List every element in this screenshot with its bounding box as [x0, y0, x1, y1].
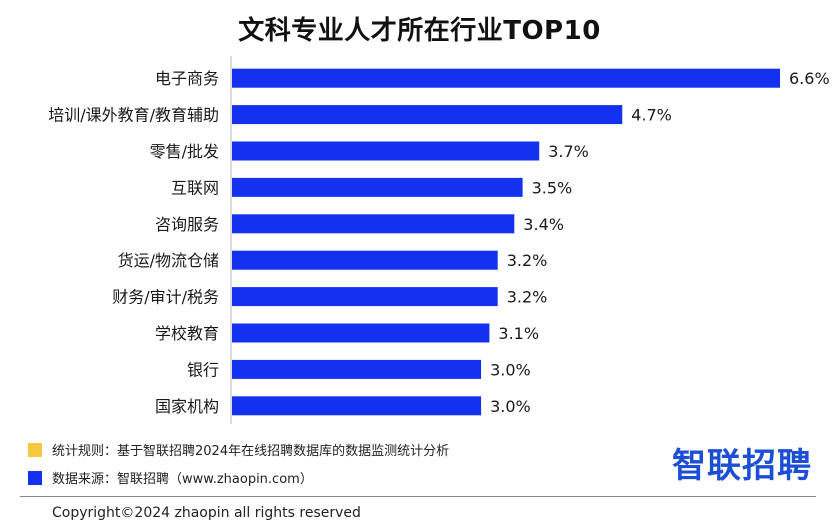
chart-title: 文科专业人才所在行业TOP10: [238, 16, 601, 46]
value-label: 3.2%: [507, 288, 548, 307]
zhaopin-logo: 智联招聘: [672, 446, 812, 486]
footer-divider: [20, 496, 816, 497]
value-label: 3.1%: [498, 324, 539, 343]
value-label: 6.6%: [789, 69, 830, 88]
category-label: 货运/物流仓储: [118, 251, 219, 270]
bar: [232, 177, 523, 197]
category-label: 零售/批发: [150, 142, 219, 161]
bar: [232, 359, 482, 379]
category-label: 银行: [187, 360, 219, 379]
copyright-text: Copyright©2024 zhaopin all rights reserv…: [52, 505, 361, 521]
bar: [232, 396, 482, 416]
bar: [232, 68, 780, 88]
bar: [232, 105, 623, 125]
category-label: 培训/课外教育/教育辅助: [48, 106, 219, 125]
bar: [232, 141, 540, 161]
value-label: 3.5%: [532, 178, 573, 197]
legend-swatch-blue: [28, 471, 42, 485]
legend-item-source: 数据来源：智联招聘（www.zhaopin.com）: [28, 468, 313, 487]
category-label: 互联网: [171, 178, 219, 197]
category-label: 咨询服务: [155, 215, 219, 234]
value-label: 3.2%: [507, 251, 548, 270]
legend-rule-text: 统计规则：基于智联招聘2024年在线招聘数据库的数据监测统计分析: [52, 444, 450, 459]
category-label: 财务/审计/税务: [112, 288, 219, 307]
bar: [232, 287, 498, 307]
legend-item-rule: 统计规则：基于智联招聘2024年在线招聘数据库的数据监测统计分析: [28, 440, 449, 459]
bar: [232, 323, 490, 343]
bar: [232, 214, 515, 234]
legend-source-text: 数据来源：智联招聘（www.zhaopin.com）: [52, 472, 313, 487]
value-label: 3.0%: [490, 360, 531, 379]
category-label: 电子商务: [155, 69, 219, 88]
bar-chart: 电子商务 6.6% 培训/课外教育/教育辅助 4.7% 零售/批发 3.7% 互联网 3.5%…: [48, 56, 830, 424]
value-label: 3.4%: [523, 215, 564, 234]
category-label: 国家机构: [155, 397, 219, 416]
category-label: 学校教育: [155, 324, 219, 343]
bar: [232, 250, 498, 270]
legend-swatch-yellow: [28, 443, 42, 457]
value-label: 3.0%: [490, 397, 531, 416]
value-label: 4.7%: [631, 106, 672, 125]
value-label: 3.7%: [548, 142, 589, 161]
